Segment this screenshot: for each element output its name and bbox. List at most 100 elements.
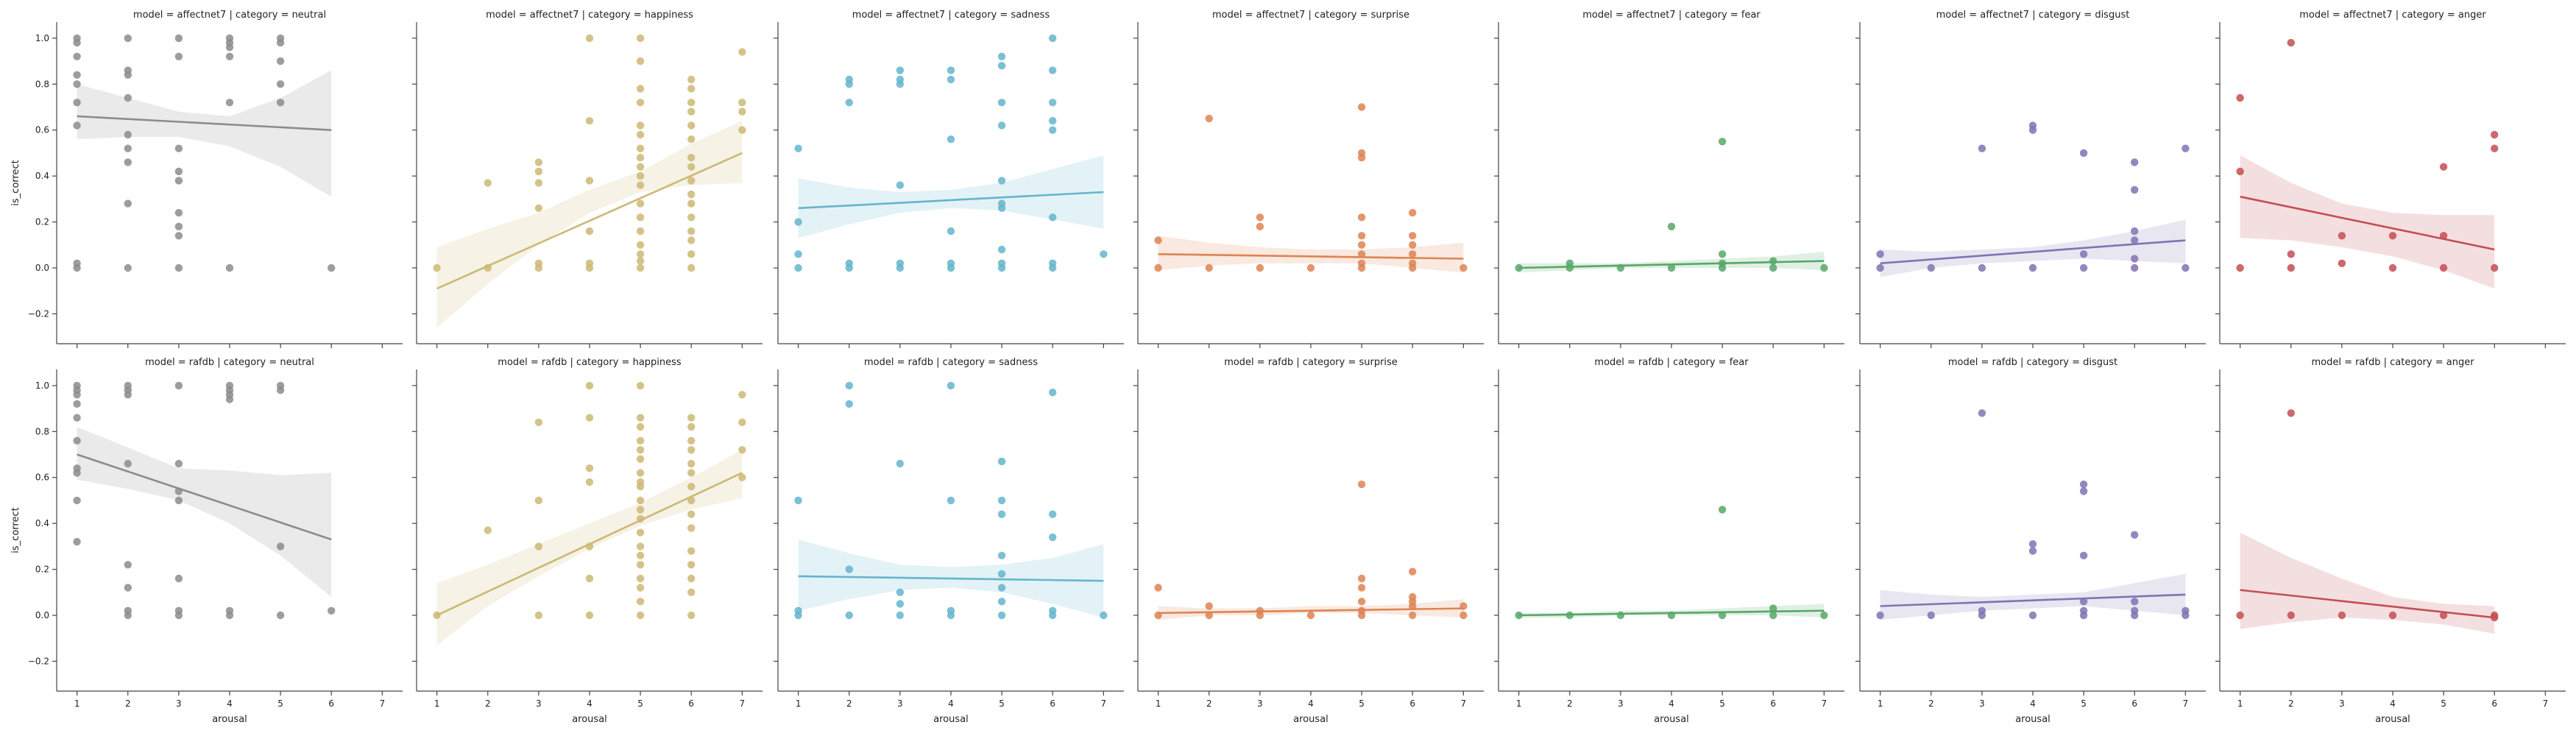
confidence-band: [77, 70, 332, 197]
data-point: [124, 144, 132, 152]
data-point: [433, 263, 441, 272]
regression-line: [1880, 593, 2186, 607]
data-point: [636, 257, 645, 265]
data-point: [845, 400, 854, 408]
data-point: [738, 418, 746, 426]
data-point: [896, 588, 905, 596]
x-tick-label: 6: [328, 698, 334, 709]
x-tick-label: 7: [380, 698, 386, 709]
data-point: [896, 80, 905, 88]
data-point: [1718, 263, 1727, 272]
data-point: [636, 469, 645, 477]
data-point: [794, 496, 802, 505]
data-point: [1049, 99, 1057, 107]
data-point: [1306, 263, 1315, 272]
data-point: [2131, 531, 2139, 539]
data-point: [636, 436, 645, 445]
data-point: [1049, 213, 1057, 222]
data-point: [997, 263, 1006, 272]
data-point: [636, 542, 645, 551]
facet-panel-affectnet7-neutral: model = affectnet7 | category = neutral −…: [10, 10, 403, 348]
data-point: [1205, 602, 1214, 610]
x-tick-label: 3: [1979, 698, 1985, 709]
data-point: [687, 588, 696, 596]
data-point: [73, 52, 81, 61]
x-tick-label: 1: [74, 698, 80, 709]
data-point: [1049, 611, 1057, 620]
x-axis-label: arousal: [1293, 714, 1328, 725]
x-tick-label: 6: [688, 698, 694, 709]
data-point: [687, 263, 696, 272]
data-point: [1306, 611, 1315, 620]
y-tick-label: 0.0: [35, 263, 49, 273]
data-point: [124, 93, 132, 102]
data-point: [585, 177, 594, 185]
data-point: [2028, 263, 2037, 272]
data-point: [636, 34, 645, 43]
data-point: [636, 483, 645, 491]
x-tick-label: 6: [1770, 698, 1776, 709]
data-point: [585, 34, 594, 43]
data-point: [1616, 611, 1625, 620]
data-point: [2338, 611, 2346, 620]
data-point: [1256, 222, 1264, 230]
panel-title: model = rafdb | category = happiness: [498, 357, 682, 368]
regression-line: [436, 472, 743, 617]
data-point: [433, 611, 441, 620]
regression-line: [2240, 589, 2495, 619]
data-point: [636, 57, 645, 66]
data-point: [174, 52, 183, 61]
data-point: [1769, 611, 1777, 620]
data-point: [687, 414, 696, 422]
data-point: [2079, 149, 2088, 158]
data-point: [738, 99, 746, 107]
facet-panel-affectnet7-fear: model = affectnet7 | category = fear: [1494, 10, 1844, 348]
confidence-band: [1880, 573, 2186, 620]
confidence-band: [1880, 219, 2186, 277]
data-point: [276, 80, 285, 88]
x-tick-label: 5: [999, 698, 1005, 709]
data-point: [585, 414, 594, 422]
data-point: [1049, 510, 1057, 518]
y-tick-label: 0.6: [35, 125, 49, 135]
data-point: [2028, 126, 2037, 134]
data-point: [2131, 255, 2139, 263]
data-point: [484, 526, 492, 534]
data-point: [946, 75, 955, 84]
regression-line: [77, 115, 332, 132]
data-point: [1876, 611, 1884, 620]
data-point: [1769, 604, 1777, 612]
x-tick-label: 4: [948, 698, 954, 709]
data-point: [1978, 263, 1986, 272]
y-axis-label: is_correct: [10, 160, 21, 205]
data-point: [2079, 263, 2088, 272]
data-point: [636, 181, 645, 189]
confidence-band: [1518, 252, 1825, 273]
data-point: [124, 584, 132, 592]
data-point: [1154, 584, 1162, 592]
data-point: [174, 144, 183, 152]
panel-title: model = affectnet7 | category = happines…: [486, 10, 693, 21]
data-point: [1820, 611, 1828, 620]
data-point: [124, 561, 132, 569]
data-point: [636, 263, 645, 272]
data-point: [585, 117, 594, 125]
facet-panel-rafdb-disgust: model = rafdb | category = disgust 1 2 3 4 5 6…: [1855, 357, 2206, 725]
data-point: [534, 167, 543, 176]
data-point: [2131, 227, 2139, 236]
confidence-band: [1158, 236, 1464, 273]
data-point: [997, 510, 1006, 518]
data-point: [687, 483, 696, 491]
data-point: [124, 611, 132, 620]
data-point: [845, 381, 854, 390]
panel-title: model = affectnet7 | category = surprise: [1212, 10, 1409, 21]
data-point: [225, 43, 234, 52]
facet-panel-rafdb-anger: model = rafdb | category = anger 1 2 3 4 5 6 7 a…: [2215, 357, 2566, 725]
facet-panel-affectnet7-sadness: model = affectnet7 | category = sadness: [774, 10, 1124, 348]
data-point: [896, 611, 905, 620]
data-point: [328, 606, 336, 615]
panel-title: model = affectnet7 | category = neutral: [133, 10, 326, 21]
data-point: [636, 574, 645, 583]
x-tick-label: 1: [796, 698, 802, 709]
data-point: [636, 121, 645, 130]
